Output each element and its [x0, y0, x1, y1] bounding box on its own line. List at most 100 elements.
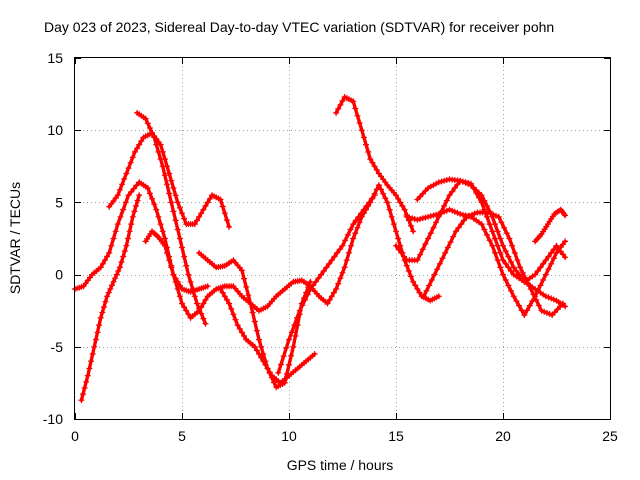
data-point-marker	[441, 208, 448, 215]
x-tick-label: 5	[178, 428, 186, 444]
data-point-marker	[514, 257, 521, 264]
data-point-marker	[116, 264, 123, 271]
data-point-marker	[417, 193, 424, 200]
data-point-marker	[423, 287, 430, 294]
data-point-marker	[92, 336, 99, 343]
data-point-marker	[500, 257, 506, 264]
data-point-marker	[516, 302, 522, 309]
data-point-marker	[430, 224, 437, 231]
data-point-marker	[251, 343, 258, 350]
data-point-marker	[433, 219, 440, 226]
data-point-marker	[403, 262, 410, 269]
data-point-marker	[125, 165, 132, 172]
series-line	[79, 193, 141, 402]
data-point-marker	[253, 347, 260, 354]
data-point-marker	[395, 235, 402, 242]
data-point-marker	[497, 249, 504, 256]
data-point-marker	[118, 259, 125, 265]
data-point-marker	[335, 280, 342, 287]
data-point-marker	[395, 195, 402, 202]
data-point-marker	[478, 221, 485, 228]
data-point-marker	[83, 378, 90, 385]
data-point-marker	[251, 318, 258, 325]
data-point-marker	[513, 268, 520, 274]
data-point-marker	[373, 166, 380, 173]
data-point-marker	[280, 353, 287, 360]
data-point-marker	[417, 251, 424, 258]
data-point-marker	[328, 293, 335, 300]
data-point-marker	[138, 138, 145, 144]
data-point-marker	[123, 170, 130, 177]
data-point-marker	[416, 289, 423, 296]
data-point-marker	[452, 228, 459, 235]
data-point-marker	[492, 249, 498, 256]
data-point-marker	[151, 201, 158, 208]
data-point-marker	[181, 215, 188, 222]
series-sat-n	[532, 206, 569, 245]
data-point-marker	[104, 253, 111, 260]
data-point-marker	[393, 242, 399, 249]
data-point-marker	[408, 273, 414, 280]
data-point-marker	[366, 199, 373, 206]
data-point-marker	[378, 186, 384, 193]
data-point-marker	[204, 199, 211, 206]
series-sat-c	[78, 192, 143, 404]
data-point-marker	[460, 217, 467, 224]
data-point-marker	[236, 325, 243, 332]
data-point-marker	[422, 214, 429, 221]
x-tick-label: 10	[281, 428, 297, 444]
data-point-marker	[449, 188, 456, 195]
data-point-marker	[549, 312, 556, 318]
data-point-marker	[174, 199, 181, 206]
data-point-marker	[356, 120, 363, 126]
data-point-marker	[170, 208, 177, 215]
data-point-marker	[335, 105, 342, 112]
data-point-marker	[97, 314, 104, 321]
data-point-marker	[258, 343, 265, 350]
x-tick-label: 15	[388, 428, 404, 444]
data-point-marker	[450, 233, 457, 240]
y-tick-label: 0	[55, 267, 63, 283]
data-point-marker	[451, 208, 458, 215]
y-tick-label: 10	[47, 122, 63, 138]
data-point-marker	[153, 141, 160, 148]
data-point-marker	[401, 253, 407, 260]
data-point-marker	[127, 159, 134, 166]
data-point-marker	[354, 112, 361, 119]
data-point-marker	[510, 264, 517, 271]
data-point-marker	[463, 213, 470, 220]
data-point-marker	[545, 266, 552, 273]
data-point-marker	[202, 320, 209, 327]
data-point-marker	[422, 240, 429, 247]
series-line	[143, 229, 210, 294]
data-point-marker	[337, 275, 344, 282]
data-point-marker	[238, 267, 245, 274]
data-point-marker	[226, 300, 233, 307]
data-point-marker	[258, 354, 265, 361]
data-point-marker	[355, 213, 362, 220]
data-point-marker	[492, 235, 498, 242]
data-point-marker	[234, 322, 241, 329]
data-point-marker	[104, 293, 111, 300]
data-point-marker	[390, 221, 397, 228]
data-point-marker	[161, 172, 168, 179]
data-point-marker	[126, 228, 133, 235]
data-point-marker	[122, 199, 129, 206]
data-point-marker	[465, 181, 472, 187]
data-point-marker	[106, 249, 113, 256]
data-point-marker	[228, 305, 235, 312]
data-point-marker	[121, 248, 128, 255]
plot-frame	[74, 57, 611, 420]
series-sat-b	[106, 130, 233, 230]
data-point-marker	[84, 372, 91, 379]
data-point-marker	[509, 242, 516, 249]
data-point-marker	[339, 98, 346, 104]
data-point-marker	[221, 210, 228, 217]
data-point-marker	[304, 291, 311, 298]
data-point-marker	[168, 199, 175, 206]
data-point-marker	[200, 315, 207, 322]
data-point-marker	[532, 271, 539, 278]
data-point-marker	[533, 296, 540, 303]
y-tick-label: -5	[51, 339, 64, 355]
data-point-marker	[542, 257, 549, 264]
